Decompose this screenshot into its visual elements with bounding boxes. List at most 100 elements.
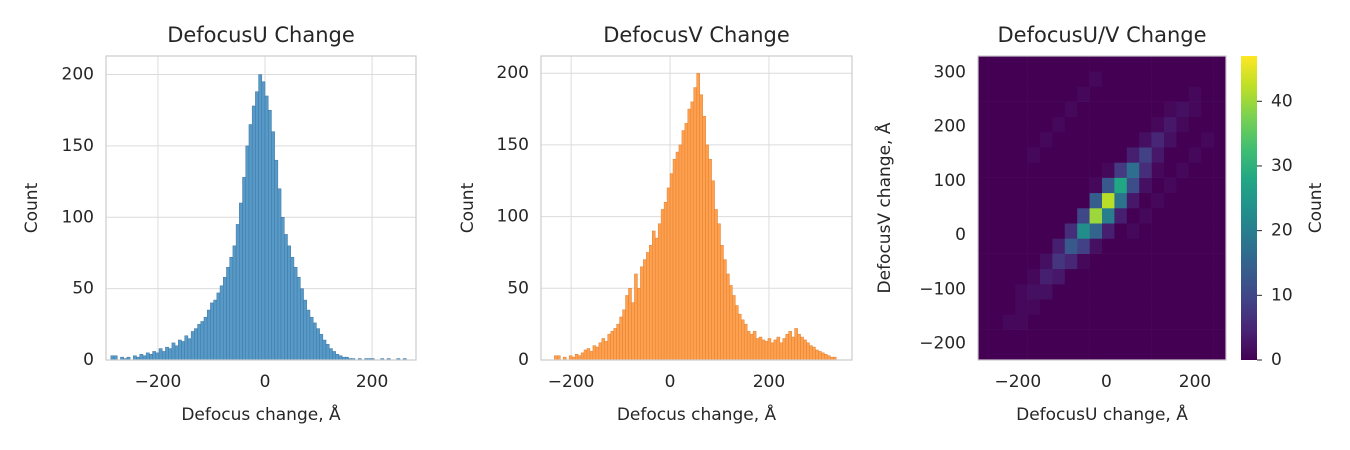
heatmap-cell [1213,223,1227,239]
bar [577,355,582,361]
bar [824,354,828,361]
heatmap-cell [1213,162,1227,178]
heatmap-cell [978,208,991,224]
heatmap-cell [1077,101,1090,118]
bar [586,348,591,361]
bar [696,72,700,361]
heatmap-cell [1176,253,1190,270]
bar [190,331,195,361]
heatmap-cell [1027,299,1041,315]
heatmap-cell [1164,101,1177,118]
bar [210,302,214,361]
bar [761,339,766,361]
heatmap-cell [1102,223,1115,239]
bar [616,323,620,361]
y-tick-label: 200 [934,117,966,137]
heatmap-cell [1052,344,1066,361]
heatmap-cell [1064,253,1078,270]
heatmap-cell [990,71,1004,87]
heatmap-cell [1188,147,1202,163]
heatmap-cell [1151,101,1165,118]
heatmap-cell [1077,299,1090,315]
heatmap-cell [1139,238,1152,254]
heatmap-cell [1052,253,1066,270]
bar [242,177,246,361]
bar [643,259,647,361]
heatmap-cell [1002,162,1016,178]
heatmap-cell [1040,177,1053,194]
heatmap-cell [1164,208,1177,224]
heatmap-cell [978,238,991,254]
heatmap-cell [1176,238,1190,254]
heatmap-cell [1052,177,1066,194]
heatmap-cell [1139,344,1152,361]
bar [178,339,182,361]
bar [755,338,760,361]
heatmap-cell [1188,238,1202,254]
heatmap-cell [1114,223,1128,239]
bar [267,109,272,361]
heatmap-cell [1077,116,1090,133]
bar [319,334,324,361]
bar [821,352,825,361]
bar [622,309,626,361]
heatmap-cell [1040,56,1053,72]
heatmap-cell [978,268,991,285]
bar [239,202,243,361]
heatmap-cell [1151,299,1165,315]
heatmap-cell [1089,223,1103,239]
heatmap-cell [1201,162,1214,178]
bar [806,342,810,361]
heatmap-cell [990,56,1004,72]
heatmap-cell [1002,344,1016,361]
heatmap-cell [1015,116,1028,133]
bar [200,321,205,361]
heatmap-cell [1213,101,1227,118]
heatmap-cell [1176,101,1190,118]
bar [203,316,208,361]
bar [637,288,641,361]
heatmap-cell [1040,116,1053,133]
heatmap-cell [1027,329,1041,346]
bar [290,256,295,361]
bar [815,349,819,361]
bar [654,237,659,361]
heatmap-cell [1002,253,1016,270]
heatmap-cell [1151,192,1165,209]
heatmap-cell [990,192,1004,209]
bar [145,352,150,361]
bar [809,345,813,361]
heatmap-cell [1139,101,1152,118]
bar [303,299,308,361]
bar [271,131,275,361]
bar [705,144,709,361]
heatmap-cell [1077,253,1090,270]
bar [592,345,597,361]
plot-frame [540,55,853,361]
heatmap-cell [990,116,1004,133]
heatmap-cell [1052,314,1066,330]
heatmap-cell [1027,344,1041,361]
heatmap-cell [1102,177,1115,194]
heatmap-cell [1176,268,1190,285]
heatmap-cell [1052,284,1066,300]
heatmap-cell [1064,284,1078,300]
heatmap-cell [1139,314,1152,330]
heatmap-cell [1188,71,1202,87]
bar [213,299,218,361]
heatmap-cell [1027,56,1041,72]
heatmap-cell [1089,56,1103,72]
heatmap-cell [1164,132,1177,148]
heatmap-cell [1064,162,1078,178]
heatmap-cell [1126,116,1140,133]
heatmap-cell [1052,192,1066,209]
bar [735,305,739,361]
heatmap-cell [1151,208,1165,224]
bar [152,351,157,361]
heatmap-cell [978,147,991,163]
heatmap-cell [1114,177,1128,194]
heatmap-cell [1176,86,1190,102]
heatmap-cell [1027,101,1041,118]
heatmap-cell [1052,238,1066,254]
heatmap-cell [978,177,991,194]
